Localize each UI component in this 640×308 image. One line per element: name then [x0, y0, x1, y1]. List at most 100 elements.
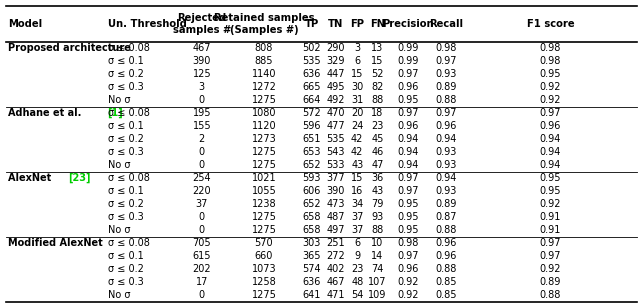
Text: 471: 471 [326, 290, 345, 300]
Text: 0.94: 0.94 [397, 134, 419, 144]
Text: 0.98: 0.98 [435, 43, 456, 53]
Text: 0.89: 0.89 [435, 82, 456, 92]
Text: 0.97: 0.97 [397, 251, 419, 261]
Text: 0.95: 0.95 [540, 186, 561, 196]
Text: 34: 34 [351, 199, 364, 209]
Text: 1258: 1258 [252, 277, 276, 287]
Text: 0.92: 0.92 [397, 277, 419, 287]
Text: 652: 652 [302, 199, 321, 209]
Text: σ ≤ 0.08: σ ≤ 0.08 [108, 238, 150, 248]
Text: 0.99: 0.99 [397, 56, 419, 66]
Text: 0.94: 0.94 [397, 160, 419, 170]
Text: 596: 596 [302, 121, 321, 131]
Text: 37: 37 [351, 212, 364, 222]
Text: AlexNet: AlexNet [8, 173, 55, 183]
Text: 365: 365 [302, 251, 321, 261]
Text: 0.93: 0.93 [435, 147, 456, 157]
Text: 0.93: 0.93 [435, 186, 456, 196]
Text: 885: 885 [255, 56, 273, 66]
Text: 0.85: 0.85 [435, 277, 456, 287]
Text: 0.94: 0.94 [540, 134, 561, 144]
Text: 1238: 1238 [252, 199, 276, 209]
Text: 272: 272 [326, 251, 345, 261]
Text: 10: 10 [371, 238, 383, 248]
Text: 664: 664 [302, 95, 321, 105]
Text: 653: 653 [302, 147, 321, 157]
Text: No σ: No σ [108, 95, 131, 105]
Text: 0.97: 0.97 [540, 251, 561, 261]
Text: [23]: [23] [68, 173, 91, 183]
Text: 23: 23 [371, 121, 383, 131]
Text: 0.92: 0.92 [397, 290, 419, 300]
Text: FN: FN [370, 19, 385, 29]
Text: 0.97: 0.97 [435, 108, 456, 118]
Text: 0.92: 0.92 [540, 82, 561, 92]
Text: No σ: No σ [108, 160, 131, 170]
Text: 1275: 1275 [252, 225, 276, 235]
Text: 109: 109 [368, 290, 387, 300]
Text: 543: 543 [326, 147, 345, 157]
Text: 54: 54 [351, 290, 364, 300]
Text: 1021: 1021 [252, 173, 276, 183]
Text: 202: 202 [193, 264, 211, 274]
Text: 0.85: 0.85 [435, 290, 456, 300]
Text: 0.95: 0.95 [397, 225, 419, 235]
Text: 82: 82 [371, 82, 383, 92]
Text: 497: 497 [326, 225, 345, 235]
Text: 37: 37 [196, 199, 208, 209]
Text: 220: 220 [193, 186, 211, 196]
Text: 652: 652 [302, 160, 321, 170]
Text: 79: 79 [371, 199, 383, 209]
Text: σ ≤ 0.2: σ ≤ 0.2 [108, 264, 144, 274]
Text: 641: 641 [302, 290, 321, 300]
Text: 615: 615 [193, 251, 211, 261]
Text: σ ≤ 0.2: σ ≤ 0.2 [108, 134, 144, 144]
Text: 0.95: 0.95 [540, 173, 561, 183]
Text: 9: 9 [354, 251, 360, 261]
Text: 0: 0 [199, 147, 205, 157]
Text: 42: 42 [351, 134, 364, 144]
Text: 1275: 1275 [252, 95, 276, 105]
Text: Modified AlexNet: Modified AlexNet [8, 238, 103, 248]
Text: 473: 473 [326, 199, 345, 209]
Text: 495: 495 [326, 82, 345, 92]
Text: σ ≤ 0.08: σ ≤ 0.08 [108, 173, 150, 183]
Text: [1]: [1] [108, 108, 123, 118]
Text: 23: 23 [351, 264, 364, 274]
Text: 390: 390 [193, 56, 211, 66]
Text: 155: 155 [193, 121, 211, 131]
Text: 24: 24 [351, 121, 364, 131]
Text: 1275: 1275 [252, 212, 276, 222]
Text: 20: 20 [351, 108, 364, 118]
Text: 1273: 1273 [252, 134, 276, 144]
Text: TN: TN [328, 19, 343, 29]
Text: 492: 492 [326, 95, 345, 105]
Text: 0.91: 0.91 [540, 225, 561, 235]
Text: 0.88: 0.88 [435, 225, 456, 235]
Text: Proposed architecture: Proposed architecture [8, 43, 131, 53]
Text: 1275: 1275 [252, 290, 276, 300]
Text: 31: 31 [351, 95, 364, 105]
Text: 46: 46 [371, 147, 383, 157]
Text: 0.94: 0.94 [435, 134, 456, 144]
Text: 0.96: 0.96 [397, 121, 419, 131]
Text: 0.88: 0.88 [435, 264, 456, 274]
Text: 808: 808 [255, 43, 273, 53]
Text: 0.97: 0.97 [397, 69, 419, 79]
Text: Precision: Precision [382, 19, 433, 29]
Text: σ ≤ 0.2: σ ≤ 0.2 [108, 69, 144, 79]
Text: 0.94: 0.94 [435, 173, 456, 183]
Text: 0: 0 [199, 160, 205, 170]
Text: 15: 15 [351, 173, 364, 183]
Text: σ ≤ 0.3: σ ≤ 0.3 [108, 147, 143, 157]
Text: 0.92: 0.92 [540, 95, 561, 105]
Text: σ ≤ 0.1: σ ≤ 0.1 [108, 121, 143, 131]
Text: 195: 195 [193, 108, 211, 118]
Text: 0.94: 0.94 [540, 160, 561, 170]
Text: 0.94: 0.94 [397, 147, 419, 157]
Text: σ ≤ 0.3: σ ≤ 0.3 [108, 212, 143, 222]
Text: 0.98: 0.98 [540, 56, 561, 66]
Text: 0: 0 [199, 212, 205, 222]
Text: 1140: 1140 [252, 69, 276, 79]
Text: 36: 36 [371, 173, 383, 183]
